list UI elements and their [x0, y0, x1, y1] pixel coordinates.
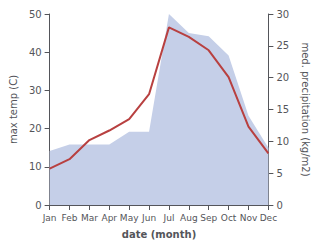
- svg-text:Nov: Nov: [240, 213, 258, 223]
- svg-text:0: 0: [276, 200, 282, 211]
- svg-text:Jun: Jun: [141, 213, 156, 223]
- svg-text:30: 30: [29, 85, 42, 96]
- svg-text:10: 10: [29, 161, 42, 172]
- svg-text:30: 30: [276, 9, 289, 20]
- svg-text:May: May: [120, 213, 139, 223]
- svg-text:med. precipitation (kg/m2): med. precipitation (kg/m2): [300, 42, 311, 176]
- svg-text:Sep: Sep: [200, 213, 217, 223]
- svg-text:25: 25: [276, 40, 289, 51]
- svg-text:Jan: Jan: [42, 213, 57, 223]
- svg-text:10: 10: [276, 136, 289, 147]
- svg-text:50: 50: [29, 9, 42, 20]
- svg-text:date (month): date (month): [122, 229, 196, 240]
- svg-text:Dec: Dec: [260, 213, 277, 223]
- svg-text:Aug: Aug: [180, 213, 198, 223]
- svg-text:20: 20: [29, 123, 42, 134]
- svg-text:0: 0: [35, 200, 41, 211]
- svg-text:20: 20: [276, 72, 289, 83]
- svg-text:Feb: Feb: [62, 213, 78, 223]
- svg-text:5: 5: [276, 168, 282, 179]
- svg-text:40: 40: [29, 47, 42, 58]
- svg-text:15: 15: [276, 104, 289, 115]
- svg-text:max temp (C): max temp (C): [8, 75, 19, 144]
- svg-text:Oct: Oct: [221, 213, 237, 223]
- svg-text:Jul: Jul: [163, 213, 175, 223]
- svg-text:Apr: Apr: [101, 213, 117, 223]
- svg-text:Mar: Mar: [81, 213, 98, 223]
